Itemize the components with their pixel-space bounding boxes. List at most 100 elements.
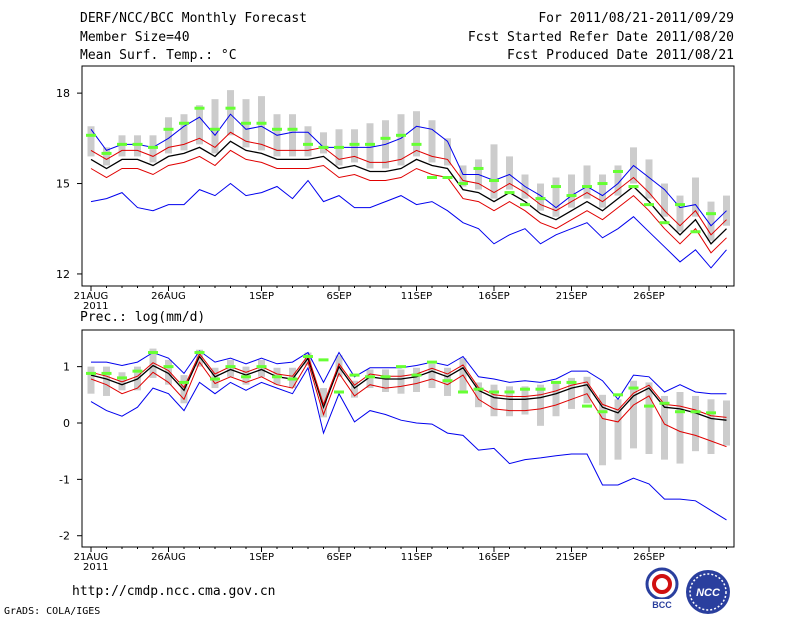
ensemble-box	[583, 165, 591, 199]
ensemble-box	[118, 372, 126, 391]
ensemble-box	[676, 392, 684, 464]
bcc-logo-icon: BCC	[644, 567, 680, 610]
x-year-label: 2011	[83, 562, 108, 573]
ensemble-box	[676, 195, 684, 232]
ensemble-box	[196, 105, 203, 145]
ensemble-box	[537, 183, 544, 211]
ensemble-box	[397, 369, 405, 394]
ensemble-box	[428, 120, 436, 163]
ensemble-box	[723, 400, 730, 446]
ensemble-box	[103, 147, 110, 166]
y-tick-label: 1	[63, 361, 70, 374]
ensemble-box	[149, 135, 157, 163]
x-tick-label: 6SEP	[326, 552, 351, 563]
ensemble-box	[707, 201, 715, 241]
ensemble-box	[459, 165, 467, 187]
series-line-mean	[90, 140, 727, 245]
ensemble-box	[521, 386, 529, 415]
y-tick-label: 18	[56, 87, 70, 100]
ensemble-box	[180, 114, 188, 151]
ensemble-box	[382, 369, 389, 392]
ensemble-box	[320, 388, 327, 418]
panel-title: Prec.: log(mm/d)	[80, 310, 205, 325]
bcc-logo-text: BCC	[652, 600, 672, 610]
footer-url[interactable]: http://cmdp.ncc.cma.gov.cn	[72, 584, 276, 599]
ensemble-box	[614, 399, 622, 460]
ensemble-box	[258, 359, 265, 377]
series-line-max_blue	[90, 113, 727, 227]
ensemble-box	[645, 159, 653, 199]
ncc-logo-icon: NCC	[686, 570, 730, 614]
ensemble-box	[475, 382, 482, 408]
x-tick-label: 21AUG	[74, 552, 109, 563]
plot-frame	[81, 329, 735, 548]
ensemble-box	[87, 366, 95, 394]
x-tick-label: 21AUG	[74, 291, 109, 302]
x-tick-label: 1SEP	[249, 552, 274, 563]
ensemble-box	[320, 132, 327, 154]
series-line-upper_red	[90, 352, 727, 418]
ensemble-box	[227, 90, 234, 136]
y-tick-label: -2	[59, 530, 70, 543]
series-line-lower_red	[90, 360, 727, 448]
ensemble-box	[227, 359, 234, 377]
ensemble-box	[165, 359, 172, 385]
header-produced: Fcst Produced Date 2011/08/21	[507, 48, 734, 63]
footer-grads: GrADS: COLA/IGES	[4, 606, 101, 617]
ensemble-box	[645, 382, 653, 454]
y-tick-label: -1	[59, 473, 70, 486]
ensemble-box	[366, 123, 374, 169]
x-tick-label: 26AUG	[151, 291, 186, 302]
ensemble-box	[661, 183, 668, 217]
header-variable: Mean Surf. Temp.: °C	[80, 48, 237, 63]
y-tick-label: 0	[63, 417, 70, 430]
series-line-mean	[90, 355, 727, 421]
ensemble-box	[397, 114, 405, 166]
series-line-lower_red	[90, 149, 727, 254]
x-year-label: 2011	[83, 301, 108, 312]
ensemble-box	[537, 384, 544, 426]
x-tick-label: 6SEP	[326, 291, 351, 302]
series-line-min_blue	[90, 179, 727, 269]
series-line-min_blue	[90, 366, 727, 521]
x-tick-label: 11SEP	[401, 552, 432, 563]
x-tick-label: 16SEP	[478, 552, 509, 563]
ensemble-box	[552, 382, 560, 417]
ensemble-box	[599, 174, 606, 208]
ensemble-box	[413, 111, 420, 157]
ensemble-box	[707, 399, 715, 454]
series-line-upper_red	[90, 131, 727, 236]
chart-panel-2: -2 -1 0 1 21AUG 26AUG 1SEP 6SEP 11SEP 16SEP 21SEP 2…	[59, 310, 735, 573]
ensemble-box	[304, 126, 312, 157]
ensemble-box	[490, 144, 498, 199]
ensemble-box	[661, 395, 668, 460]
ensemble-box	[490, 384, 498, 417]
ensemble-box	[134, 135, 141, 157]
ensemble-box	[614, 165, 622, 196]
ensemble-box	[351, 129, 358, 163]
ensemble-box	[196, 349, 203, 367]
header-member: Member Size=40	[80, 30, 190, 45]
x-tick-label: 11SEP	[401, 291, 432, 302]
ensemble-box	[583, 376, 591, 404]
ncc-logo-text: NCC	[696, 587, 721, 599]
header-title: DERF/NCC/BCC Monthly Forecast	[80, 11, 307, 26]
ensemble-box	[87, 126, 95, 157]
ensemble-box	[413, 367, 420, 392]
x-tick-label: 26AUG	[151, 552, 186, 563]
ensemble-box	[552, 177, 560, 217]
ensemble-box	[723, 195, 730, 226]
ensemble-box	[568, 174, 575, 208]
ensemble-box	[366, 369, 374, 389]
header-period: For 2011/08/21-2011/09/29	[538, 11, 734, 26]
x-tick-label: 21SEP	[556, 552, 587, 563]
x-tick-label: 21SEP	[556, 291, 587, 302]
ensemble-box	[211, 99, 219, 154]
x-tick-label: 1SEP	[249, 291, 274, 302]
x-tick-label: 16SEP	[478, 291, 509, 302]
ensemble-box	[351, 380, 358, 398]
x-tick-label: 26SEP	[633, 552, 664, 563]
ensemble-box	[103, 366, 110, 396]
ensemble-box	[118, 135, 126, 157]
